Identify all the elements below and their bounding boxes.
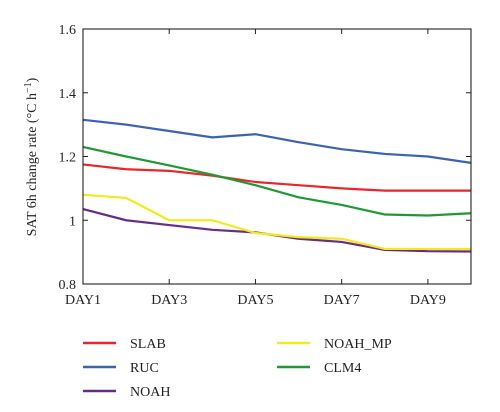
y-axis-title-suffix: ): [25, 77, 40, 82]
y-tick-label: 1.2: [59, 151, 77, 166]
series-line: [82, 145, 472, 217]
series-noah-mp: [82, 193, 472, 251]
legend-item-slab: SLAB: [83, 337, 166, 352]
y-tick-label: 1.6: [59, 23, 77, 38]
y-axis-title-prefix: SAT 6h change rate (°C h: [25, 93, 40, 236]
series-line: [82, 163, 471, 192]
legend-label: NOAH_MP: [324, 337, 392, 352]
x-tick-label: DAY3: [151, 293, 187, 308]
legend-item-ruc: RUC: [83, 361, 159, 376]
axes-layer: 0.8 1 1.2 1.4 1.6 DAY1 DAY3 DAY5 DAY7 DAY9: [59, 23, 472, 308]
legend-label: CLM4: [324, 361, 361, 376]
legend-label: RUC: [130, 361, 159, 376]
legend-item-clm4: CLM4: [277, 361, 361, 376]
legend-label: NOAH: [130, 385, 170, 400]
y-axis-title: SAT 6h change rate (°C h−1): [23, 77, 41, 236]
x-tick-label: DAY5: [237, 293, 273, 308]
x-tick-label: DAY9: [410, 293, 446, 308]
y-axis-title-superscript: −1: [23, 82, 34, 93]
series-slab: [82, 163, 472, 192]
x-tick-label: DAY1: [65, 293, 101, 308]
legend-item-noah: NOAH: [83, 385, 170, 400]
series-line: [82, 118, 472, 164]
series-ruc: [82, 118, 472, 164]
y-tick-label: 0.8: [59, 278, 77, 293]
x-tick-label: DAY7: [324, 293, 360, 308]
y-tick-label: 1: [69, 214, 76, 229]
series-line: [82, 193, 471, 251]
series-layer: [82, 118, 472, 253]
legend: SLAB RUC NOAH NOAH_MP CLM4: [83, 337, 392, 400]
legend-label: SLAB: [130, 337, 166, 352]
legend-item-noah-mp: NOAH_MP: [277, 337, 392, 352]
y-tick-label: 1.4: [59, 87, 77, 102]
